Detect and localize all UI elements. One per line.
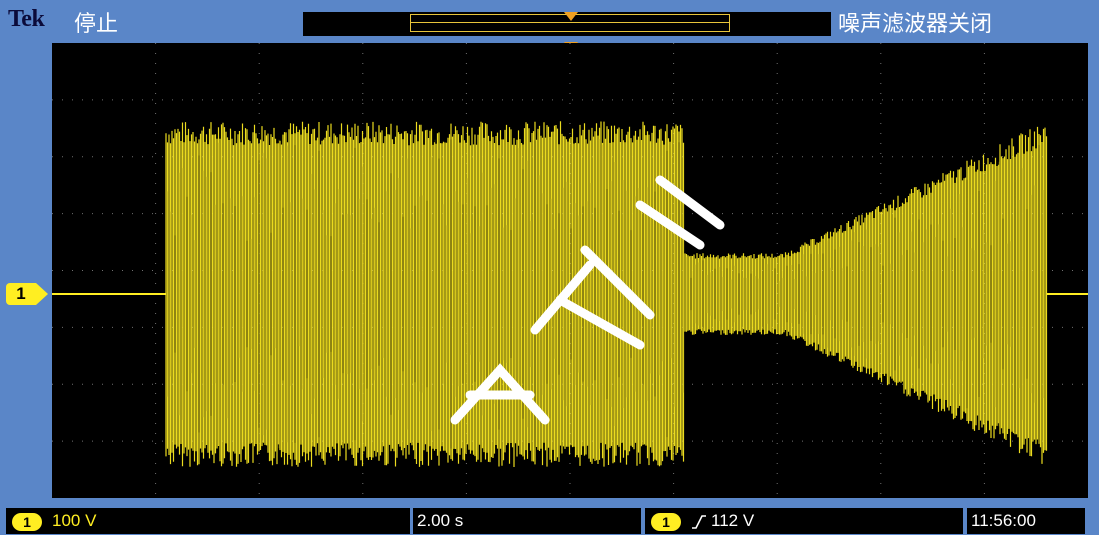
brand-logo: Tek (8, 6, 45, 32)
acquisition-state: 停止 (74, 11, 119, 36)
trigger-readout[interactable]: 1 112 V (645, 508, 963, 534)
channel-1-badge: 1 (12, 512, 42, 531)
channel-1-ground-marker[interactable]: 1 (6, 283, 50, 305)
waveform-trace (52, 121, 1088, 467)
vertical-scale-readout[interactable]: 1 100 V (6, 508, 410, 534)
top-status-bar: Tek 停止 噪声滤波器关闭 (0, 0, 1099, 44)
waveform-graticule (52, 43, 1088, 498)
time-per-div: 2.00 s (417, 511, 464, 530)
volts-per-div: 100 V (52, 511, 97, 530)
clock-readout: 11:56:00 (967, 508, 1085, 534)
waveform-display (52, 43, 1088, 498)
trigger-position-icon (564, 12, 578, 21)
marker-arrow-icon (36, 283, 48, 305)
trigger-level: 112 V (711, 511, 755, 530)
clock-time: 11:56:00 (971, 511, 1036, 530)
channel-1-marker-label: 1 (6, 283, 36, 305)
trigger-source-badge: 1 (651, 512, 681, 531)
noise-filter-status: 噪声滤波器关闭 (838, 11, 993, 36)
horizontal-scale-readout[interactable]: 2.00 s (413, 508, 641, 534)
rising-edge-icon (692, 514, 706, 529)
